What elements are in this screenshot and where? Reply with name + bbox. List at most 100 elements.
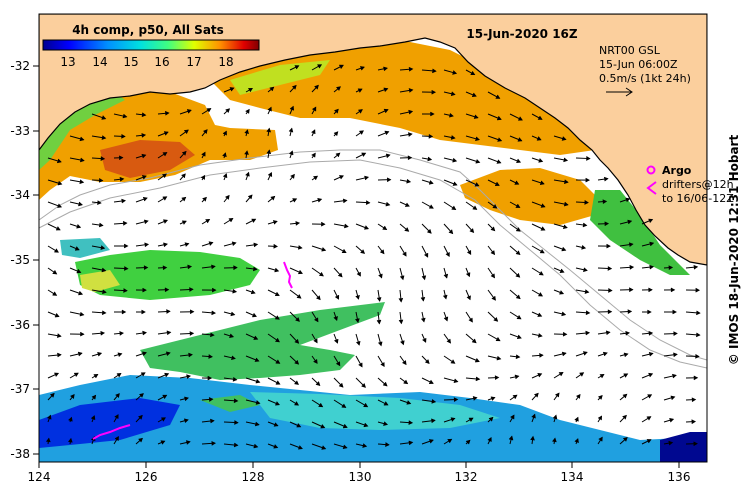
current-vector-head — [672, 309, 677, 315]
current-vector-head — [450, 417, 456, 422]
current-vector-head — [201, 151, 206, 157]
current-vector-head — [516, 315, 522, 320]
x-axis: 124 126 128 130 132 134 136 — [28, 462, 690, 484]
current-vector-head — [429, 379, 434, 384]
current-vector-head — [491, 296, 496, 301]
model-info: NRT00 GSL 15-Jun 06:00Z 0.5m/s (1kt 24h) — [599, 44, 691, 97]
current-vector-head — [691, 397, 697, 402]
current-vector-head — [356, 340, 361, 346]
current-vector-head — [114, 414, 119, 419]
current-vector-head — [646, 416, 652, 421]
current-vector-head — [181, 196, 187, 202]
current-vector-head — [253, 335, 259, 340]
current-vector-head — [100, 245, 106, 250]
current-vector-head — [534, 392, 539, 398]
current-vector-head — [342, 444, 348, 450]
current-vector-head — [447, 438, 453, 444]
current-vector-head — [514, 374, 520, 380]
current-vector-head — [57, 158, 62, 164]
current-vector-head — [119, 176, 125, 182]
current-vector-head — [691, 419, 696, 424]
current-vector-head — [275, 291, 280, 297]
current-vector-head — [140, 372, 146, 377]
current-vector-head — [540, 226, 546, 231]
current-vector-head — [431, 399, 437, 404]
current-vector-head — [91, 394, 97, 400]
current-vector-head — [470, 71, 476, 76]
current-vector-head — [208, 354, 213, 359]
current-vector-head — [364, 225, 369, 230]
current-vector-head — [427, 156, 433, 162]
current-vector-head — [516, 227, 521, 232]
current-vector-head — [559, 290, 565, 295]
current-vector-head — [383, 87, 389, 92]
current-vector-head — [497, 137, 503, 142]
current-vector-head — [252, 313, 257, 318]
current-vector-head — [490, 273, 495, 279]
current-vector-head — [336, 361, 341, 367]
current-vector-head — [208, 241, 214, 246]
current-vector-head — [338, 383, 344, 388]
current-vector-head — [475, 159, 481, 164]
current-vector-head — [184, 396, 189, 401]
isobath-slope — [39, 159, 707, 369]
current-vector-head — [211, 310, 216, 316]
sst-patch-northwest-green — [39, 88, 125, 170]
current-vector-head — [123, 266, 129, 271]
x-tick-label: 132 — [455, 470, 478, 484]
current-vector-head — [429, 204, 434, 209]
current-vector-head — [466, 295, 471, 301]
current-vector-head — [382, 225, 388, 231]
current-vector-head — [143, 219, 149, 224]
current-vector-head — [421, 275, 427, 281]
colorbar-label: 4h comp, p50, All Sats — [72, 23, 224, 37]
current-vector-head — [646, 439, 652, 444]
current-vector-head — [452, 70, 458, 75]
colorbar-tick: 18 — [218, 55, 233, 69]
current-vector-head — [315, 381, 321, 386]
current-vector-head — [603, 351, 608, 357]
current-vector-head — [561, 351, 567, 357]
y-tick-label: -36 — [10, 318, 30, 332]
current-vector-head — [475, 376, 481, 382]
current-vector-head — [424, 252, 429, 258]
current-vector-head — [122, 221, 128, 226]
current-vector-head — [116, 373, 122, 378]
current-vector-head — [254, 357, 260, 362]
map-frame — [38, 13, 708, 463]
current-vector-head — [290, 173, 295, 179]
land-australia — [39, 14, 707, 266]
current-vector-head — [182, 220, 187, 225]
current-vector-head — [57, 352, 62, 358]
argo-track-southwest — [92, 424, 131, 440]
current-vector-head — [187, 264, 193, 270]
current-vector-head — [562, 331, 568, 337]
current-vector-head — [342, 198, 348, 204]
current-vector-head — [101, 115, 107, 120]
current-vector-head — [100, 156, 106, 161]
current-vector-head — [273, 422, 279, 427]
current-vector-head — [450, 135, 456, 140]
current-vector-head — [206, 108, 212, 113]
current-vector-head — [648, 218, 654, 223]
current-vector-head — [275, 315, 280, 320]
current-vector-head — [378, 273, 383, 279]
current-vector-head — [537, 115, 543, 120]
current-vector-head — [231, 241, 237, 246]
current-vector-head — [225, 108, 231, 113]
current-vector-head — [251, 218, 257, 223]
argo-legend: Argo drifters@12h to 16/06-12Z — [646, 164, 734, 205]
current-vector-head — [360, 66, 365, 71]
current-vector-head — [400, 340, 405, 346]
current-vector-head — [488, 416, 494, 422]
current-vector-head — [539, 353, 544, 358]
current-vector-head — [253, 443, 259, 449]
current-vector-head — [398, 297, 404, 303]
current-vector-head — [222, 130, 227, 136]
x-tick-label: 126 — [135, 470, 158, 484]
current-vector-head — [142, 175, 147, 180]
current-vector-head — [70, 394, 75, 399]
current-vector-head — [518, 116, 523, 121]
current-vector-head — [598, 436, 603, 442]
current-vector-head — [599, 374, 605, 379]
